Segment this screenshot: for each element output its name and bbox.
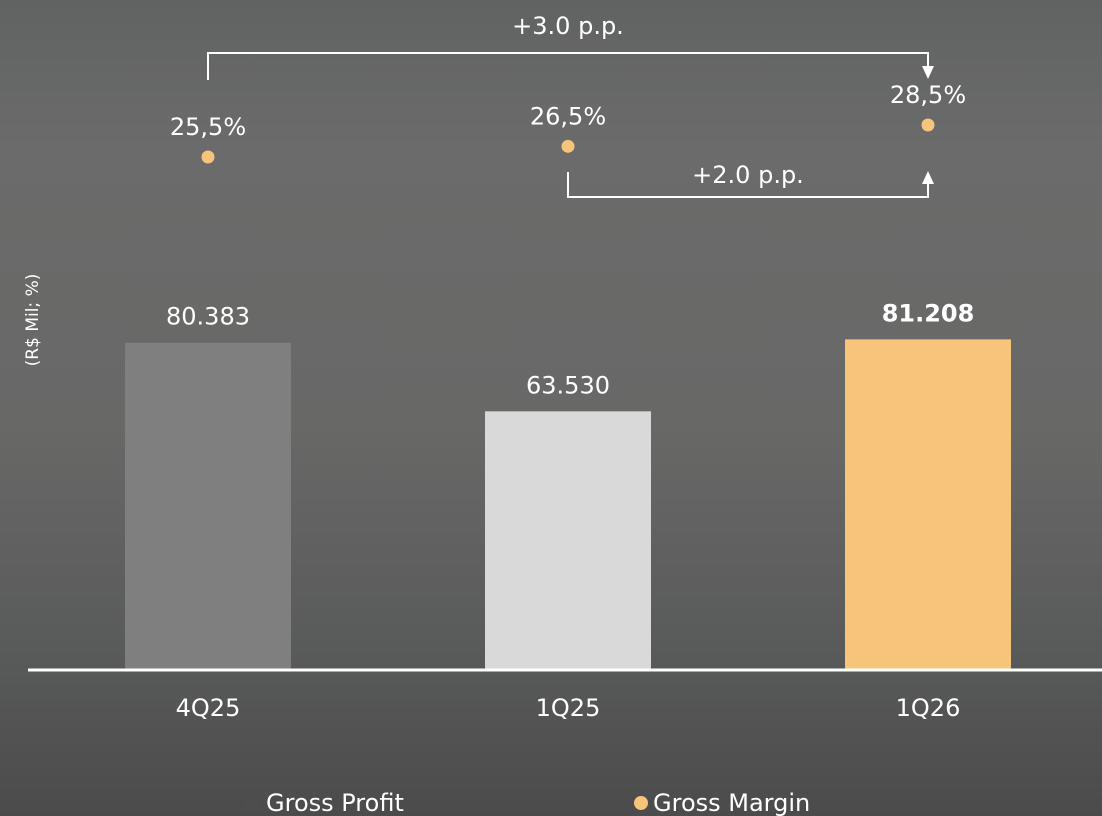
margin-value-label: 25,5% xyxy=(170,113,246,141)
x-tick-label: 4Q25 xyxy=(176,694,241,722)
axis-layer: (R$ Mil; %) xyxy=(23,274,1102,672)
legend-item-gross-margin: Gross Margin xyxy=(634,789,810,816)
margin-point-4q25 xyxy=(201,150,215,164)
points-layer: 25,5% 26,5% 28,5% xyxy=(170,81,966,164)
annotation-label: +2.0 p.p. xyxy=(692,161,804,189)
legend-label: Gross Margin xyxy=(653,789,810,816)
margin-value-label: 26,5% xyxy=(530,102,606,130)
bracket-line xyxy=(207,52,929,80)
arrow-up-icon xyxy=(922,171,934,184)
legend-circle-icon xyxy=(634,796,648,810)
x-tick-label: 1Q25 xyxy=(536,694,601,722)
change-annotation: +2.0 p.p. xyxy=(567,161,934,198)
legend-square-icon xyxy=(245,795,260,810)
change-annotation: +3.0 p.p. xyxy=(207,12,934,80)
legend: Gross Profit Gross Margin xyxy=(245,789,810,816)
margin-point-1q26 xyxy=(921,118,935,132)
margin-point-1q25 xyxy=(561,139,575,153)
bars-layer: 80.383 4Q25 63.530 1Q25 81.208 1Q26 xyxy=(125,299,1011,722)
bracket-line xyxy=(567,172,929,198)
bar-value-label: 80.383 xyxy=(166,303,250,331)
x-tick-label: 1Q26 xyxy=(896,694,961,722)
annotations-layer: +3.0 p.p. +2.0 p.p. xyxy=(207,12,934,198)
bar-value-label: 63.530 xyxy=(526,371,610,399)
legend-label: Gross Profit xyxy=(266,789,404,816)
bar-4q25 xyxy=(125,342,291,670)
bar-value-label: 81.208 xyxy=(882,299,975,327)
bar-1q25 xyxy=(485,411,651,670)
margin-value-label: 28,5% xyxy=(890,81,966,109)
y-axis-label: (R$ Mil; %) xyxy=(23,274,43,367)
annotation-label: +3.0 p.p. xyxy=(512,12,624,40)
bar-1q26 xyxy=(845,339,1011,670)
legend-item-gross-profit: Gross Profit xyxy=(245,789,404,816)
arrow-down-icon xyxy=(922,66,934,79)
